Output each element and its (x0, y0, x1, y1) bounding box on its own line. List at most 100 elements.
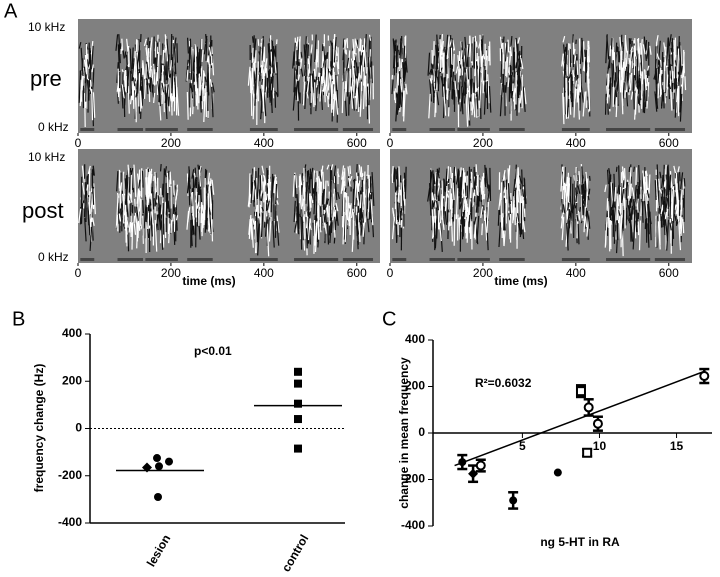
spectral-streak (88, 202, 91, 209)
spectral-streak (342, 49, 345, 61)
spectral-streak (329, 213, 333, 243)
spectral-streak (669, 187, 672, 219)
spectral-streak (656, 164, 659, 196)
spectral-streak (174, 37, 177, 49)
spectral-streak (135, 91, 138, 98)
spectral-streak (136, 206, 140, 223)
spectral-streak (620, 34, 623, 47)
spectral-streak (349, 165, 352, 175)
y-tick-label: 0 (418, 425, 425, 439)
spectral-streak (391, 79, 394, 95)
spectral-streak (126, 216, 129, 228)
spectral-streak (335, 75, 338, 92)
spectral-streak (350, 86, 354, 109)
spectral-streak (332, 193, 335, 202)
y-tick-label: 200 (62, 373, 82, 387)
spectral-streak (353, 178, 356, 206)
spectral-streak (366, 197, 369, 216)
spectral-streak (345, 63, 349, 92)
spectral-streak (646, 189, 650, 198)
spectral-streak (315, 79, 319, 88)
spectral-streak (475, 61, 478, 88)
spectral-streak (306, 217, 310, 246)
spectral-streak (173, 180, 175, 196)
spectral-streak (498, 192, 502, 211)
spectral-streak (117, 68, 120, 98)
spectral-streak (630, 52, 634, 62)
spectral-streak (440, 34, 444, 60)
spectral-streak (669, 222, 672, 231)
x-tick-label: 0 (75, 266, 82, 280)
fit-line (454, 370, 705, 467)
spectral-streak (629, 216, 634, 242)
spectral-streak (80, 47, 84, 77)
y-label: 10 kHz (28, 20, 65, 34)
spectral-streak (349, 176, 353, 182)
spectral-streak (392, 207, 395, 217)
spectral-streak (83, 195, 86, 218)
spectral-streak (165, 191, 168, 217)
syllable-bar (429, 128, 456, 131)
spectral-streak (78, 208, 82, 224)
spectral-streak (198, 169, 202, 190)
spectral-streak (499, 36, 503, 49)
spectral-streak (446, 88, 449, 100)
spectral-streak (404, 61, 407, 77)
spectral-streak (336, 61, 340, 75)
spectral-streak (189, 87, 192, 117)
spectral-streak (252, 62, 254, 90)
spectral-streak (481, 223, 484, 236)
spectral-streak (663, 164, 665, 188)
spectral-streak (257, 223, 261, 256)
spectral-streak (337, 191, 340, 200)
spectral-streak (161, 82, 165, 93)
spectral-streak (515, 61, 518, 69)
spectral-streak (611, 62, 614, 87)
spectral-streak (444, 46, 447, 62)
spectral-streak (299, 174, 303, 186)
spectral-streak (667, 37, 671, 71)
spectral-streak (659, 189, 663, 194)
spectral-streak (508, 67, 510, 73)
row-label: pre (30, 66, 62, 91)
spectral-streak (322, 82, 326, 92)
x-tick-label: 600 (347, 136, 367, 150)
spectral-streak (253, 209, 257, 230)
spectral-streak (310, 44, 313, 53)
spectral-streak (267, 70, 271, 98)
point (468, 468, 479, 479)
spectral-streak (259, 88, 263, 101)
spectral-streak (515, 175, 518, 188)
spectral-streak (437, 52, 440, 62)
spectral-streak (262, 181, 265, 192)
spectral-streak (400, 207, 403, 216)
x-tick-label: 400 (254, 136, 274, 150)
spectral-streak (131, 47, 134, 69)
spectral-streak (429, 78, 433, 102)
spectral-streak (489, 167, 492, 202)
spectral-streak (162, 49, 165, 64)
spectral-streak (464, 67, 467, 81)
spectral-streak (663, 181, 666, 188)
spectral-streak (270, 68, 273, 76)
spectral-streak (613, 209, 618, 226)
spectral-streak (304, 84, 307, 110)
spectral-streak (504, 41, 508, 62)
spectral-streak (447, 178, 450, 184)
spectral-streak (562, 36, 566, 43)
syllable-bar (654, 258, 686, 261)
spectral-streak (661, 175, 664, 189)
spectral-streak (623, 168, 627, 189)
spectral-streak (322, 171, 325, 189)
spectral-streak (92, 67, 95, 93)
spectral-streak (457, 55, 460, 73)
spectral-streak (191, 73, 195, 93)
spectral-streak (666, 74, 669, 97)
spectral-streak (323, 62, 326, 84)
spectral-streak (679, 41, 682, 74)
spectral-streak (142, 200, 145, 214)
spectral-streak (450, 218, 453, 242)
spectral-streak (480, 56, 484, 84)
spectral-streak (483, 177, 487, 188)
syllable-bar (606, 128, 651, 131)
